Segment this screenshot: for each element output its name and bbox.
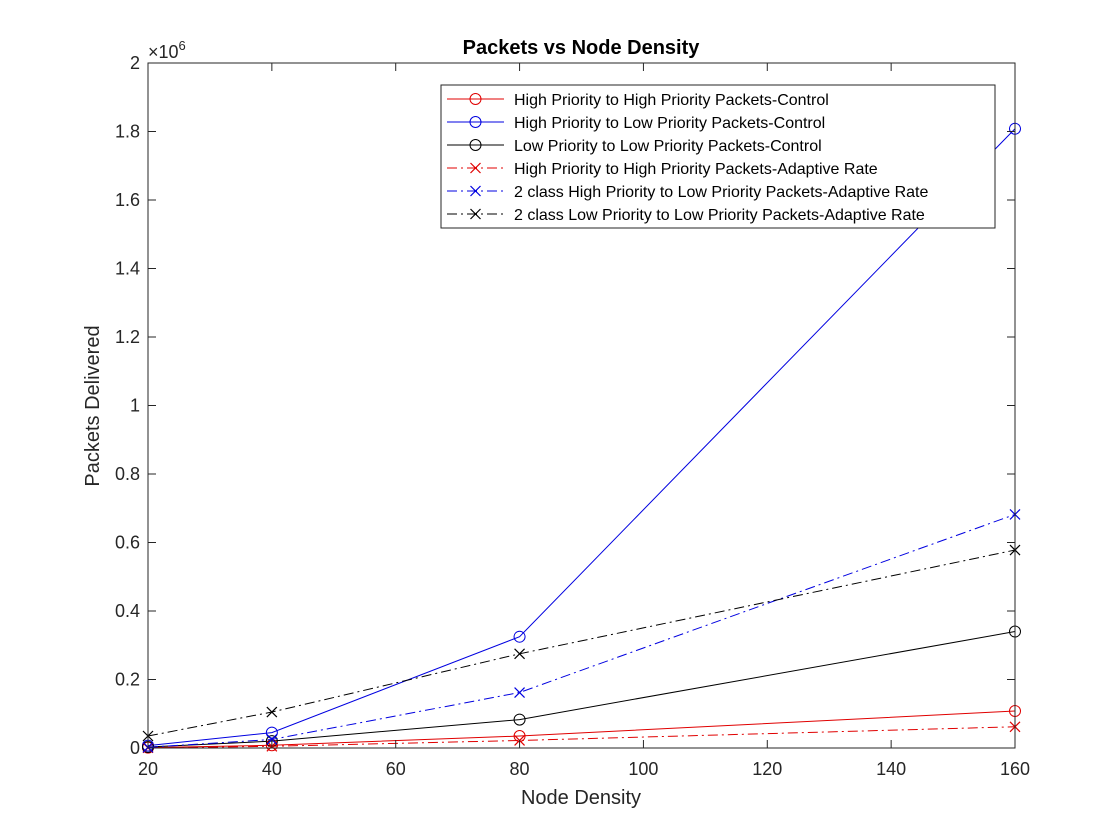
y-axis-exponent-base: ×10 [148, 42, 179, 62]
legend-item: 2 class Low Priority to Low Priority Pac… [447, 207, 925, 224]
legend-swatch-marker-stroke-b [470, 185, 481, 197]
legend-label: 2 class High Priority to Low Priority Pa… [514, 184, 928, 201]
legend-swatch-marker [469, 116, 482, 128]
legend-box [440, 84, 996, 229]
y-tick-label: 1.4 [115, 259, 140, 279]
legend-swatch-marker [470, 185, 481, 197]
y-tick-label: 2 [130, 53, 140, 73]
y-tick-label: 0.6 [115, 533, 140, 553]
series-5-point [514, 687, 525, 698]
series-6-point [266, 706, 278, 718]
legend-label: High Priority to High Priority Packets-C… [514, 92, 829, 109]
series-5 [142, 508, 1021, 753]
legend-item: High Priority to High Priority Packets-A… [447, 161, 878, 178]
y-axis-exponent: ×106 [148, 38, 186, 62]
series-6 [142, 544, 1021, 742]
legend-swatch-marker [470, 208, 481, 220]
y-tick-label: 1 [130, 396, 140, 416]
series-6-point-stroke-b [266, 706, 278, 718]
legend-swatch-marker [469, 93, 482, 105]
series-6-point-stroke-b [514, 648, 525, 660]
legend-item: Low Priority to Low Priority Packets-Con… [447, 138, 822, 155]
y-tick-label: 0.2 [115, 670, 140, 690]
y-tick-label: 1.8 [115, 122, 140, 142]
series-2-line [147, 128, 1016, 747]
x-tick-label: 40 [262, 759, 282, 779]
legend-label: High Priority to Low Priority Packets-Co… [514, 115, 825, 132]
series-6-line [147, 549, 1016, 737]
y-tick-label: 0.4 [115, 601, 140, 621]
chart-title: Packets vs Node Density [463, 37, 701, 59]
series-5-point [266, 734, 278, 745]
series-2-point [265, 726, 278, 739]
x-tick-label: 160 [1000, 759, 1030, 779]
y-tick-label: 0.8 [115, 464, 140, 484]
ticks-layer [147, 62, 1016, 749]
legend-swatch-marker [469, 139, 482, 151]
series-5-point-stroke-b [266, 734, 278, 745]
x-tick-label: 100 [628, 759, 658, 779]
legend-label: High Priority to High Priority Packets-A… [514, 161, 878, 178]
series-5-line [147, 513, 1016, 748]
x-tick-label: 60 [386, 759, 406, 779]
legend-item: High Priority to High Priority Packets-C… [447, 92, 829, 109]
y-axis-exponent-power: 6 [179, 38, 186, 53]
series-3-point [513, 713, 526, 726]
y-tick-label: 0 [130, 738, 140, 758]
legend: High Priority to High Priority Packets-C… [440, 84, 996, 229]
y-axis-label: Packets Delivered [82, 325, 104, 486]
tick-labels-layer: 20 40 60 80 100 120 140 160 0 0.2 0.4 0.6 0.8 1 1.2 1.4… [115, 53, 1030, 779]
series-layer [142, 122, 1021, 754]
x-tick-label: 20 [138, 759, 158, 779]
legend-swatch-marker-stroke-b [470, 208, 481, 220]
x-tick-label: 80 [510, 759, 530, 779]
legend-swatch-marker [470, 162, 481, 174]
series-6-point [514, 648, 525, 660]
y-tick-label: 1.2 [115, 327, 140, 347]
series-5-point-stroke-b [514, 687, 525, 698]
x-tick-label: 140 [876, 759, 906, 779]
legend-item: 2 class High Priority to Low Priority Pa… [447, 184, 928, 201]
legend-swatch-marker-stroke-b [470, 162, 481, 174]
legend-label: Low Priority to Low Priority Packets-Con… [514, 138, 822, 155]
series-2-point [513, 630, 526, 643]
legend-item: High Priority to Low Priority Packets-Co… [447, 115, 825, 132]
legend-label: 2 class Low Priority to Low Priority Pac… [514, 207, 925, 224]
y-tick-label: 1.6 [115, 190, 140, 210]
x-tick-label: 120 [752, 759, 782, 779]
x-axis-label: Node Density [521, 787, 641, 809]
series-3-line [147, 631, 1016, 748]
